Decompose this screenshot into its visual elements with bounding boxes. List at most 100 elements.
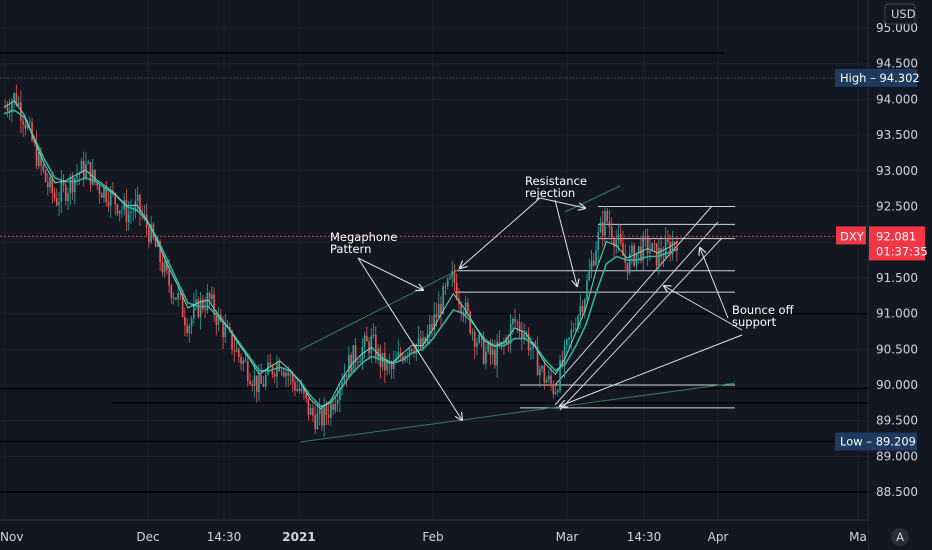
candle-body	[296, 388, 299, 391]
x-tick-label: Ma	[849, 530, 867, 544]
annotation-arrow	[700, 248, 729, 319]
candle-body	[235, 348, 238, 352]
candle-body	[442, 286, 445, 314]
candle-body	[251, 384, 254, 387]
candle-body	[285, 372, 287, 377]
candle-body	[354, 345, 357, 363]
candle-body	[410, 349, 413, 351]
candle-body	[222, 321, 224, 338]
candle-body	[597, 232, 600, 251]
candle-body	[460, 303, 463, 314]
x-tick-label: 2021	[282, 530, 315, 544]
x-tick-label: Apr	[708, 530, 729, 544]
candle-body	[521, 331, 523, 339]
candle-body	[601, 222, 604, 236]
candle-body	[96, 182, 99, 186]
candle-body	[103, 187, 105, 198]
candle-body	[327, 414, 330, 418]
candle-body	[242, 360, 245, 364]
candle-body	[375, 334, 377, 360]
candle-body	[399, 352, 402, 357]
candle-body	[78, 173, 81, 176]
candle-body	[464, 302, 467, 317]
candle-body	[199, 299, 202, 318]
high-badge	[835, 68, 917, 87]
annotation-arrow	[460, 197, 541, 268]
candle-body	[563, 345, 566, 366]
candle-body	[130, 212, 132, 213]
candle-body	[496, 342, 498, 366]
candle-body	[615, 240, 618, 247]
candle-body	[105, 187, 108, 202]
candle-body	[29, 122, 31, 124]
price-axis[interactable]	[868, 0, 932, 550]
candle-body	[100, 193, 103, 198]
candle-body	[264, 374, 267, 387]
annotation-arrow	[560, 334, 743, 406]
currency-badge[interactable]	[884, 3, 916, 25]
candle-body	[487, 343, 489, 352]
candle-body	[233, 350, 236, 352]
auto-scale-button[interactable]	[891, 528, 909, 546]
candle-body	[507, 338, 510, 344]
candle-body	[193, 304, 195, 319]
candle-body	[58, 201, 60, 206]
candle-body	[114, 193, 117, 205]
candle-body	[217, 314, 220, 325]
candle-body	[545, 380, 548, 383]
candle-body	[17, 102, 20, 106]
y-tick-label: 91.000	[876, 307, 918, 321]
candle-body	[69, 176, 72, 194]
candle-body	[617, 234, 620, 241]
candle-body	[619, 234, 622, 243]
candle-body	[516, 321, 519, 323]
candle-body	[478, 334, 480, 343]
candle-body	[35, 141, 38, 167]
candle-body	[476, 342, 478, 347]
candle-body	[287, 372, 290, 376]
time-axis[interactable]	[0, 520, 868, 550]
candle-body	[197, 299, 200, 318]
candle-body	[592, 260, 595, 266]
channel-line	[559, 237, 723, 411]
candle-body	[485, 351, 487, 364]
x-tick-label: Feb	[422, 530, 443, 544]
candle-body	[622, 242, 624, 256]
price-badge	[869, 226, 925, 261]
currency-label: USD	[891, 7, 916, 21]
candle-body	[215, 314, 218, 325]
candle-body	[20, 102, 22, 121]
candle-body	[289, 374, 292, 376]
candle-body	[206, 293, 209, 311]
candle-body	[491, 349, 494, 356]
candle-body	[543, 366, 546, 383]
candle-body	[42, 165, 45, 171]
candle-body	[473, 331, 476, 347]
candle-body	[437, 304, 440, 318]
channel-line	[554, 205, 713, 386]
candle-body	[671, 242, 674, 255]
candle-body	[107, 201, 110, 207]
candle-body	[291, 374, 294, 383]
candle-body	[467, 302, 469, 312]
y-tick-label: 89.500	[876, 414, 918, 428]
candle-body	[49, 177, 51, 188]
candle-body	[642, 236, 644, 261]
candle-body	[89, 161, 92, 185]
candle-body	[11, 101, 13, 113]
candle-body	[139, 194, 141, 214]
candle-body	[134, 200, 137, 212]
candle-body	[518, 322, 521, 332]
candle-body	[610, 227, 613, 240]
candle-body	[662, 256, 665, 258]
candle-body	[350, 354, 352, 373]
candle-body	[556, 390, 559, 393]
candle-body	[276, 362, 278, 377]
candle-body	[433, 314, 436, 330]
auto-scale-icon: A	[896, 530, 904, 544]
candle-body	[633, 245, 636, 266]
x-tick-label: 14:30	[627, 530, 662, 544]
candle-body	[143, 214, 146, 216]
candle-body	[127, 212, 130, 223]
